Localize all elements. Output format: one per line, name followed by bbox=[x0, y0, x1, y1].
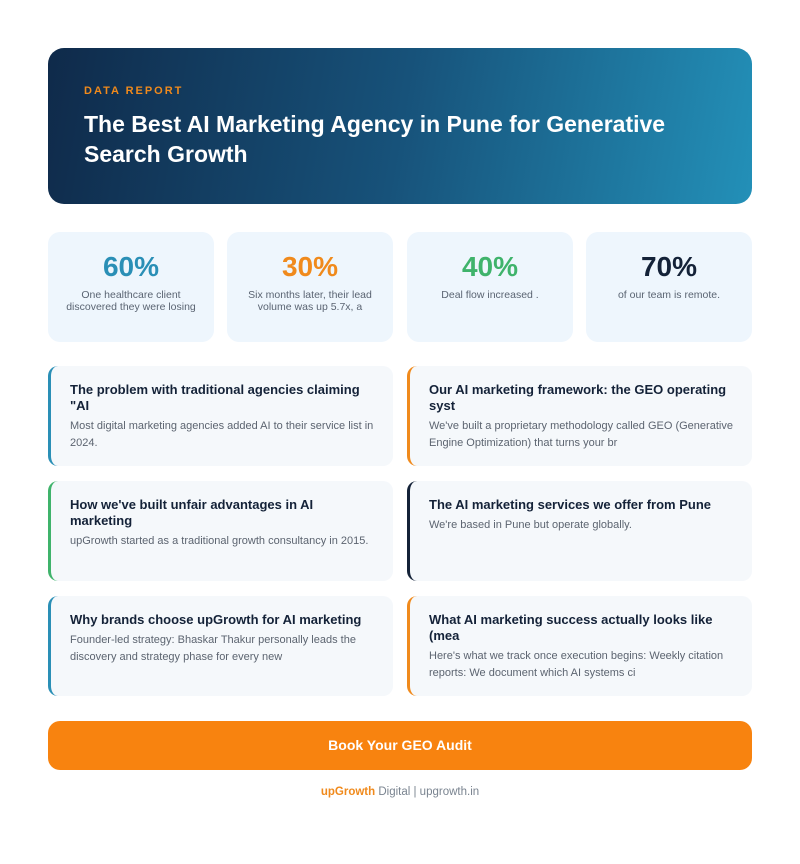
card-title: How we've built unfair advantages in AI … bbox=[70, 497, 314, 528]
stat-value: 60% bbox=[102, 251, 160, 282]
section-card: The AI marketing services we offer from … bbox=[407, 481, 752, 581]
card-title: Why brands choose upGrowth for AI market… bbox=[70, 612, 362, 627]
section-card: How we've built unfair advantages in AI … bbox=[48, 481, 393, 581]
footer: upGrowth Digital | upgrowth.in bbox=[0, 786, 800, 798]
book-audit-button[interactable]: Book Your GEO Audit bbox=[48, 721, 752, 770]
footer-text: Digital | upgrowth.in bbox=[375, 786, 480, 798]
footer-brand: upGrowth bbox=[320, 786, 376, 798]
card-title: Our AI marketing framework: the GEO oper… bbox=[429, 382, 727, 413]
section-card: The problem with traditional agencies cl… bbox=[48, 366, 393, 466]
card-body: upGrowth started as a traditional growth… bbox=[70, 535, 369, 547]
card-body: Most digital marketing agencies added AI… bbox=[70, 420, 374, 449]
section-card: What AI marketing success actually looks… bbox=[407, 596, 752, 696]
stat-label: One healthcare client discovered they we… bbox=[66, 289, 196, 313]
card-body: We've built a proprietary methodology ca… bbox=[429, 420, 733, 449]
card-body: Here's what we track once execution begi… bbox=[429, 650, 724, 679]
stat-card: 30% Six months later, their lead volume … bbox=[227, 232, 393, 342]
stat-card: 40% Deal flow increased . bbox=[407, 232, 573, 342]
stat-card: 70% of our team is remote. bbox=[586, 232, 752, 342]
section-card: Why brands choose upGrowth for AI market… bbox=[48, 596, 393, 696]
stat-value: 40% bbox=[461, 251, 519, 282]
stat-value: 30% bbox=[281, 251, 339, 282]
stat-label: of our team is remote. bbox=[617, 289, 721, 301]
card-body: Founder-led strategy: Bhaskar Thakur per… bbox=[70, 634, 356, 663]
card-title: The problem with traditional agencies cl… bbox=[70, 382, 360, 413]
section-card: Our AI marketing framework: the GEO oper… bbox=[407, 366, 752, 466]
stat-value: 70% bbox=[640, 251, 698, 282]
stat-card: 60% One healthcare client discovered the… bbox=[48, 232, 214, 342]
stats-row: 60% One healthcare client discovered the… bbox=[48, 232, 752, 342]
card-title: What AI marketing success actually looks… bbox=[429, 612, 713, 643]
card-title: The AI marketing services we offer from … bbox=[429, 497, 711, 512]
hero-banner: DATA REPORT The Best AI Marketing Agency… bbox=[48, 48, 752, 204]
hero-eyebrow: DATA REPORT bbox=[84, 85, 184, 97]
card-body: We're based in Pune but operate globally… bbox=[429, 519, 632, 531]
stat-label: Deal flow increased . bbox=[441, 289, 539, 301]
stat-label: Six months later, their lead volume was … bbox=[248, 289, 372, 313]
page-title: The Best AI Marketing Agency in Pune for… bbox=[84, 111, 666, 167]
